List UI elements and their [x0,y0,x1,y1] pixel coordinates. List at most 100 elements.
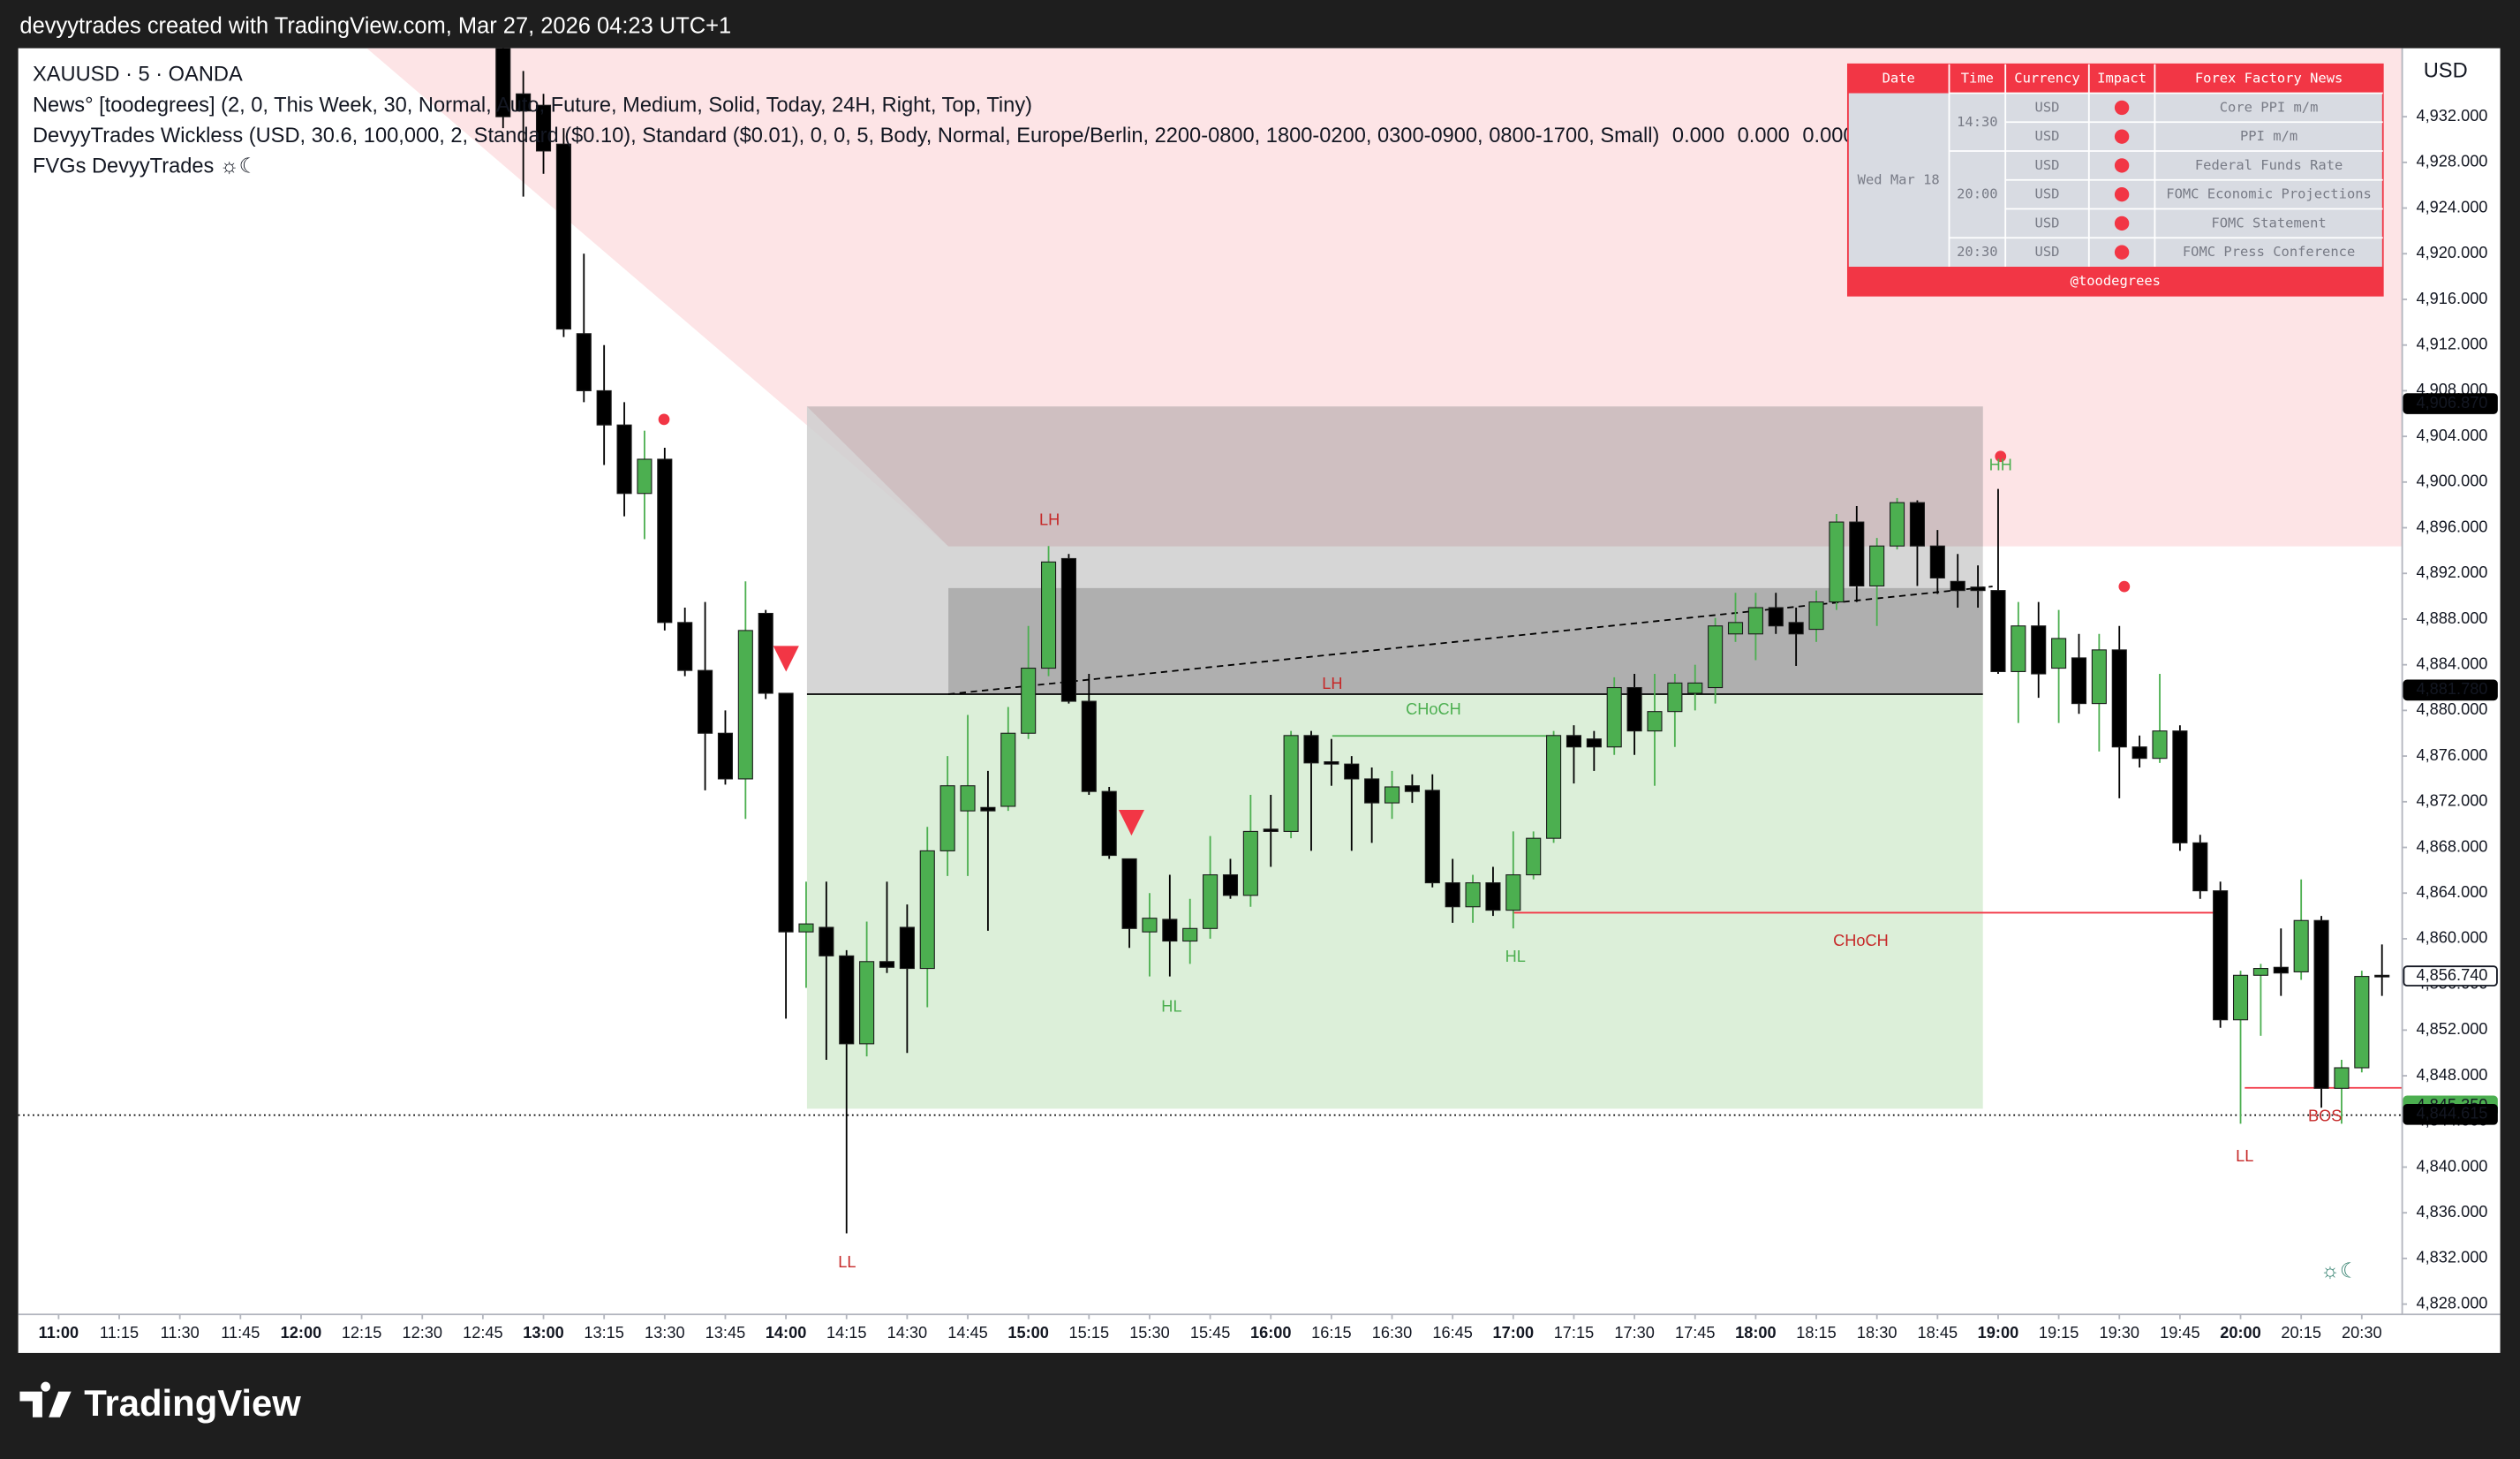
brand-name: TradingView [84,1382,301,1424]
candle-body [1283,735,1299,832]
structure-label: LH [1039,510,1060,528]
x-tick-label: 12:45 [463,1324,503,1342]
price-tag [2403,679,2498,701]
structure-label: LL [2236,1147,2253,1165]
candle-body [1364,778,1380,804]
candle-body [596,389,612,426]
candle-body [1263,828,1279,832]
candle-body [2051,638,2067,669]
footer: TradingView [19,1381,301,1424]
range-overlap [806,406,1983,547]
candle-body [1849,521,1865,587]
x-tick-label: 20:00 [2220,1324,2261,1342]
candle-body [1505,873,1521,911]
candle-body [495,48,511,117]
structure-label: CHoCH [1833,932,1889,949]
y-tick-label: 4,896.000 [2417,518,2488,535]
candle-body [576,333,592,391]
candle-body [2011,625,2026,672]
x-tick-label: 13:45 [705,1324,746,1342]
zones [18,48,2403,1116]
candles [495,48,2390,1234]
price-tag-label: 4,844.615 [2417,1105,2488,1123]
table-event: FOMC Economic Projections [2166,186,2372,202]
x-tick-label: 17:00 [1493,1324,1535,1342]
y-tick-label: 4,928.000 [2417,153,2488,170]
structure-label: HH [1989,456,2012,473]
price-tag [2403,965,2498,987]
candle-body [1687,682,1703,694]
table-header-cell: Date [1882,71,1915,87]
table-currency: USD [2035,157,2060,173]
x-tick-label: 12:00 [281,1324,322,1342]
candle-body [2131,746,2147,760]
y-tick-label: 4,916.000 [2417,290,2488,307]
candle-body [2273,966,2289,974]
structure-label: LL [838,1253,856,1271]
candle-body [1768,607,1784,627]
candle-body [516,93,532,112]
candle-body [1000,732,1016,807]
candle-body [1546,735,1562,839]
candle-body [1606,686,1622,748]
candle-body [2293,919,2309,972]
table-header [1847,64,2383,94]
x-tick-label: 15:45 [1190,1324,1231,1342]
candle-body [798,923,814,933]
candle-body [698,669,713,734]
structure-label: CHoCH [1406,700,1461,718]
x-tick-label: 19:15 [2039,1324,2079,1342]
x-tick-label: 20:30 [2342,1324,2382,1342]
y-tick-label: 4,876.000 [2417,746,2488,764]
currency-label: USD [2424,59,2468,82]
x-tick-label: 11:00 [39,1324,79,1342]
candle-body [1142,918,1158,933]
candle-body [1303,735,1319,764]
y-tick-label: 4,924.000 [2417,198,2488,215]
candle-body [1344,763,1360,780]
y-tick-label: 4,868.000 [2417,837,2488,855]
table-event: Core PPI m/m [2220,99,2319,115]
candle-body [1647,711,1663,732]
indicator-icon: ☼☾ [2320,1259,2358,1282]
y-tick-label: 4,904.000 [2417,427,2488,444]
x-tick-label: 19:45 [2160,1324,2200,1342]
candle-body [1566,735,1582,748]
x-tick-label: 11:30 [161,1324,200,1342]
signal-dot [658,413,670,426]
candle-body [616,424,632,495]
table-date: Wed Mar 18 [1858,171,1940,187]
table-footer [1847,267,2383,296]
x-tick-label: 14:45 [947,1324,988,1342]
y-tick-label: 4,860.000 [2417,929,2488,947]
legend-symbol: XAUUSD · 5 · OANDA [33,64,243,87]
x-tick-label: 17:15 [1554,1324,1595,1342]
x-tick-label: 18:30 [1857,1324,1898,1342]
candle-body [2213,890,2229,1021]
price-tag-label: 4,881.780 [2417,680,2488,698]
candle-body [2192,842,2208,892]
candle-body [1788,622,1804,635]
x-tick-label: 15:00 [1007,1324,1049,1342]
candle-body [2313,919,2329,1089]
impact-dot [2114,158,2130,173]
table-time: 14:30 [1957,114,1998,130]
table-currency: USD [2035,186,2060,202]
y-tick-label: 4,840.000 [2417,1157,2488,1175]
price-tag-label: 4,906.870 [2417,394,2488,412]
candle-body [555,143,571,330]
structure-label: HL [1161,998,1181,1016]
candle-body [1404,785,1420,792]
candle-body [819,926,834,956]
candle-body [1203,873,1219,929]
candle-body [2354,976,2370,1069]
impact-dot [2114,215,2130,231]
candle-body [1808,601,1824,631]
candle-body [717,732,734,780]
candle-body [1040,561,1057,669]
candle-body [1586,738,1602,748]
candle-body [2334,1067,2350,1089]
x-tick-label: 18:15 [1796,1324,1837,1342]
candle-body [737,630,753,780]
